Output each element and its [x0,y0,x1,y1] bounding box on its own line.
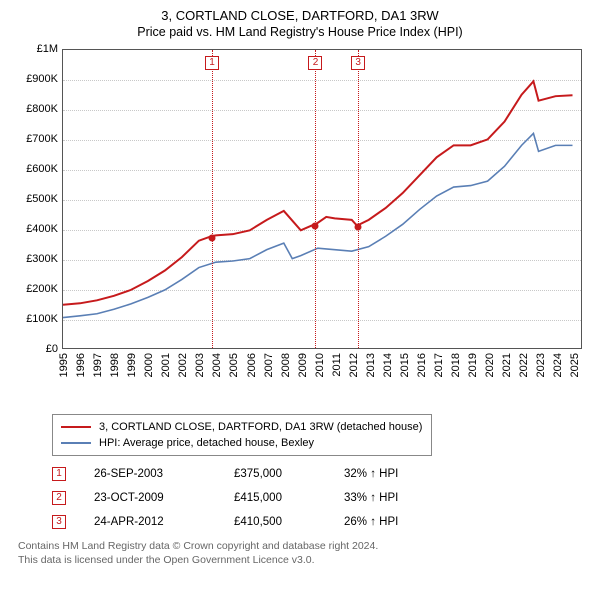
marker-dot-3 [355,223,362,230]
transaction-table: 1 26-SEP-2003£375,00032% ↑ HPI 2 23-OCT-200… [52,462,590,534]
legend: 3, CORTLAND CLOSE, DARTFORD, DA1 3RW (de… [52,414,432,456]
y-axis-label: £800K [10,103,58,115]
chart-area: 1 2 3 £0 £100K £200K £300K £400K £500K £600K £700… [10,45,590,410]
transaction-index: 2 [52,491,66,505]
marker-label-2: 2 [308,56,322,70]
footer-attribution: Contains HM Land Registry data © Crown c… [18,540,590,567]
transaction-date: 26-SEP-2003 [94,468,234,480]
chart-container: 3, CORTLAND CLOSE, DARTFORD, DA1 3RW Pri… [0,0,600,571]
series-svg [63,50,581,348]
legend-label: 3, CORTLAND CLOSE, DARTFORD, DA1 3RW (de… [99,419,422,435]
marker-line-3 [358,50,359,348]
price_line [63,81,573,304]
transaction-row: 3 24-APR-2012£410,50026% ↑ HPI [52,510,590,534]
y-axis-label: £600K [10,163,58,175]
transaction-hpi: 26% ↑ HPI [344,516,444,528]
transaction-date: 23-OCT-2009 [94,492,234,504]
transaction-date: 24-APR-2012 [94,516,234,528]
x-axis-label: 2025 [569,353,600,377]
marker-line-2 [315,50,316,348]
marker-label-3: 3 [351,56,365,70]
marker-dot-1 [209,234,216,241]
transaction-hpi: 32% ↑ HPI [344,468,444,480]
legend-item: 3, CORTLAND CLOSE, DARTFORD, DA1 3RW (de… [61,419,423,435]
marker-line-1 [212,50,213,348]
transaction-row: 2 23-OCT-2009£415,00033% ↑ HPI [52,486,590,510]
y-axis-label: £1M [10,43,58,55]
legend-swatch [61,426,91,428]
marker-label-1: 1 [205,56,219,70]
y-axis-label: £100K [10,313,58,325]
transaction-price: £375,000 [234,468,344,480]
y-axis-label: £700K [10,133,58,145]
plot-region: 1 2 3 [62,49,582,349]
y-axis-label: £300K [10,253,58,265]
transaction-row: 1 26-SEP-2003£375,00032% ↑ HPI [52,462,590,486]
transaction-price: £415,000 [234,492,344,504]
y-axis-label: £500K [10,193,58,205]
transaction-index: 3 [52,515,66,529]
legend-item: HPI: Average price, detached house, Bexl… [61,435,423,451]
legend-swatch [61,442,91,444]
transaction-index: 1 [52,467,66,481]
chart-subtitle: Price paid vs. HM Land Registry's House … [10,25,590,39]
footer-line1: Contains HM Land Registry data © Crown c… [18,540,590,554]
y-axis-label: £400K [10,223,58,235]
y-axis-label: £900K [10,73,58,85]
transaction-hpi: 33% ↑ HPI [344,492,444,504]
chart-title: 3, CORTLAND CLOSE, DARTFORD, DA1 3RW [10,8,590,23]
y-axis-label: £200K [10,283,58,295]
footer-line2: This data is licensed under the Open Gov… [18,554,590,568]
y-axis-label: £0 [10,343,58,355]
legend-label: HPI: Average price, detached house, Bexl… [99,435,314,451]
transaction-price: £410,500 [234,516,344,528]
marker-dot-2 [312,222,319,229]
